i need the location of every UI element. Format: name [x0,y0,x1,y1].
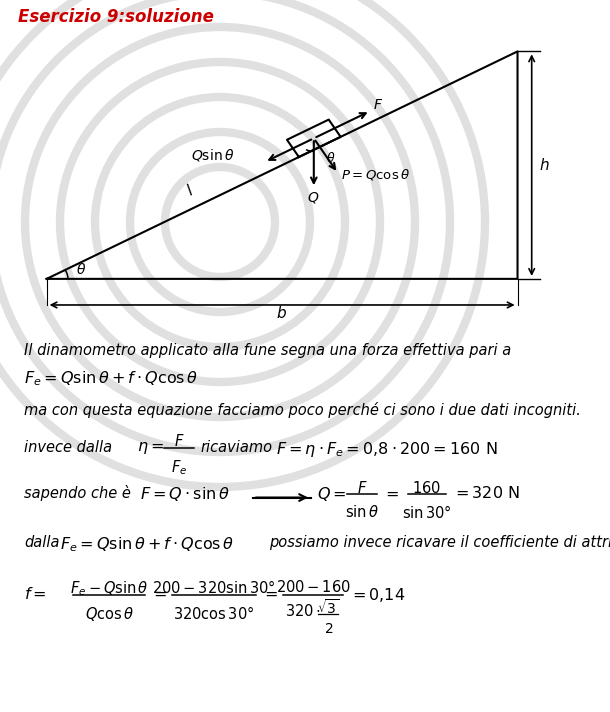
Text: $P=Q\cos\theta$: $P=Q\cos\theta$ [342,167,411,182]
Text: $=$: $=$ [261,586,278,602]
Text: $Q$: $Q$ [307,190,320,205]
Text: $=$: $=$ [150,586,167,602]
Text: $\theta$: $\theta$ [76,262,87,277]
Text: ma con questa equazione facciamo poco perché ci sono i due dati incogniti.: ma con questa equazione facciamo poco pe… [24,402,581,417]
Text: invece dalla: invece dalla [24,439,112,455]
Text: $320\cos 30°$: $320\cos 30°$ [173,604,255,622]
Text: $2$: $2$ [324,622,333,637]
Text: sapendo che è: sapendo che è [24,486,131,501]
Text: $F$: $F$ [373,98,382,112]
Text: possiamo invece ricavare il coefficiente di attrito: possiamo invece ricavare il coefficiente… [268,535,610,550]
Text: $320 \cdot$: $320 \cdot$ [285,604,321,619]
Text: $=$: $=$ [382,486,399,501]
Text: Esercizio 9:soluzione: Esercizio 9:soluzione [18,8,214,26]
Text: $F_e - Q\sin\theta$: $F_e - Q\sin\theta$ [70,580,149,598]
Text: $F_e$: $F_e$ [171,458,187,476]
Text: $b$: $b$ [276,305,287,321]
Text: $h$: $h$ [539,157,549,173]
Text: $F$: $F$ [357,480,367,496]
Text: $F = \eta \cdot F_e = 0{,}8 \cdot 200 = 160\ \mathrm{N}$: $F = \eta \cdot F_e = 0{,}8 \cdot 200 = … [276,439,498,459]
Text: $= 0{,}14$: $= 0{,}14$ [349,586,405,604]
Text: $Q\sin\theta$: $Q\sin\theta$ [191,147,234,163]
Text: $Q =$: $Q =$ [317,486,346,503]
Text: $= 320\ \mathrm{N}$: $= 320\ \mathrm{N}$ [452,486,520,501]
Text: $\sin 30°$: $\sin 30°$ [402,503,452,520]
Text: Il dinamometro applicato alla fune segna una forza effettiva pari a: Il dinamometro applicato alla fune segna… [24,342,511,357]
Text: $\sqrt{3}$: $\sqrt{3}$ [317,598,339,617]
Text: $F = Q \cdot \sin\theta$: $F = Q \cdot \sin\theta$ [140,486,230,503]
Text: $F$: $F$ [174,433,185,449]
Text: dalla: dalla [24,535,60,550]
Text: $200 - 320\sin 30°$: $200 - 320\sin 30°$ [152,580,276,597]
Text: $l$: $l$ [183,182,196,199]
Text: $\sin\theta$: $\sin\theta$ [345,503,379,520]
Text: $\eta =$: $\eta =$ [137,439,164,456]
Text: $F_e = Q\sin\theta + f \cdot Q\cos\theta$: $F_e = Q\sin\theta + f \cdot Q\cos\theta… [24,369,198,388]
Text: $160$: $160$ [412,480,442,496]
Text: $F_e = Q\sin\theta + f \cdot Q\cos\theta$: $F_e = Q\sin\theta + f \cdot Q\cos\theta… [60,535,234,553]
Text: $\theta$: $\theta$ [326,151,336,165]
Text: $f =$: $f =$ [24,586,46,602]
Text: $200 - 160$: $200 - 160$ [276,580,351,595]
Text: ricaviamo: ricaviamo [201,439,273,455]
Text: $Q\cos\theta$: $Q\cos\theta$ [85,604,134,622]
